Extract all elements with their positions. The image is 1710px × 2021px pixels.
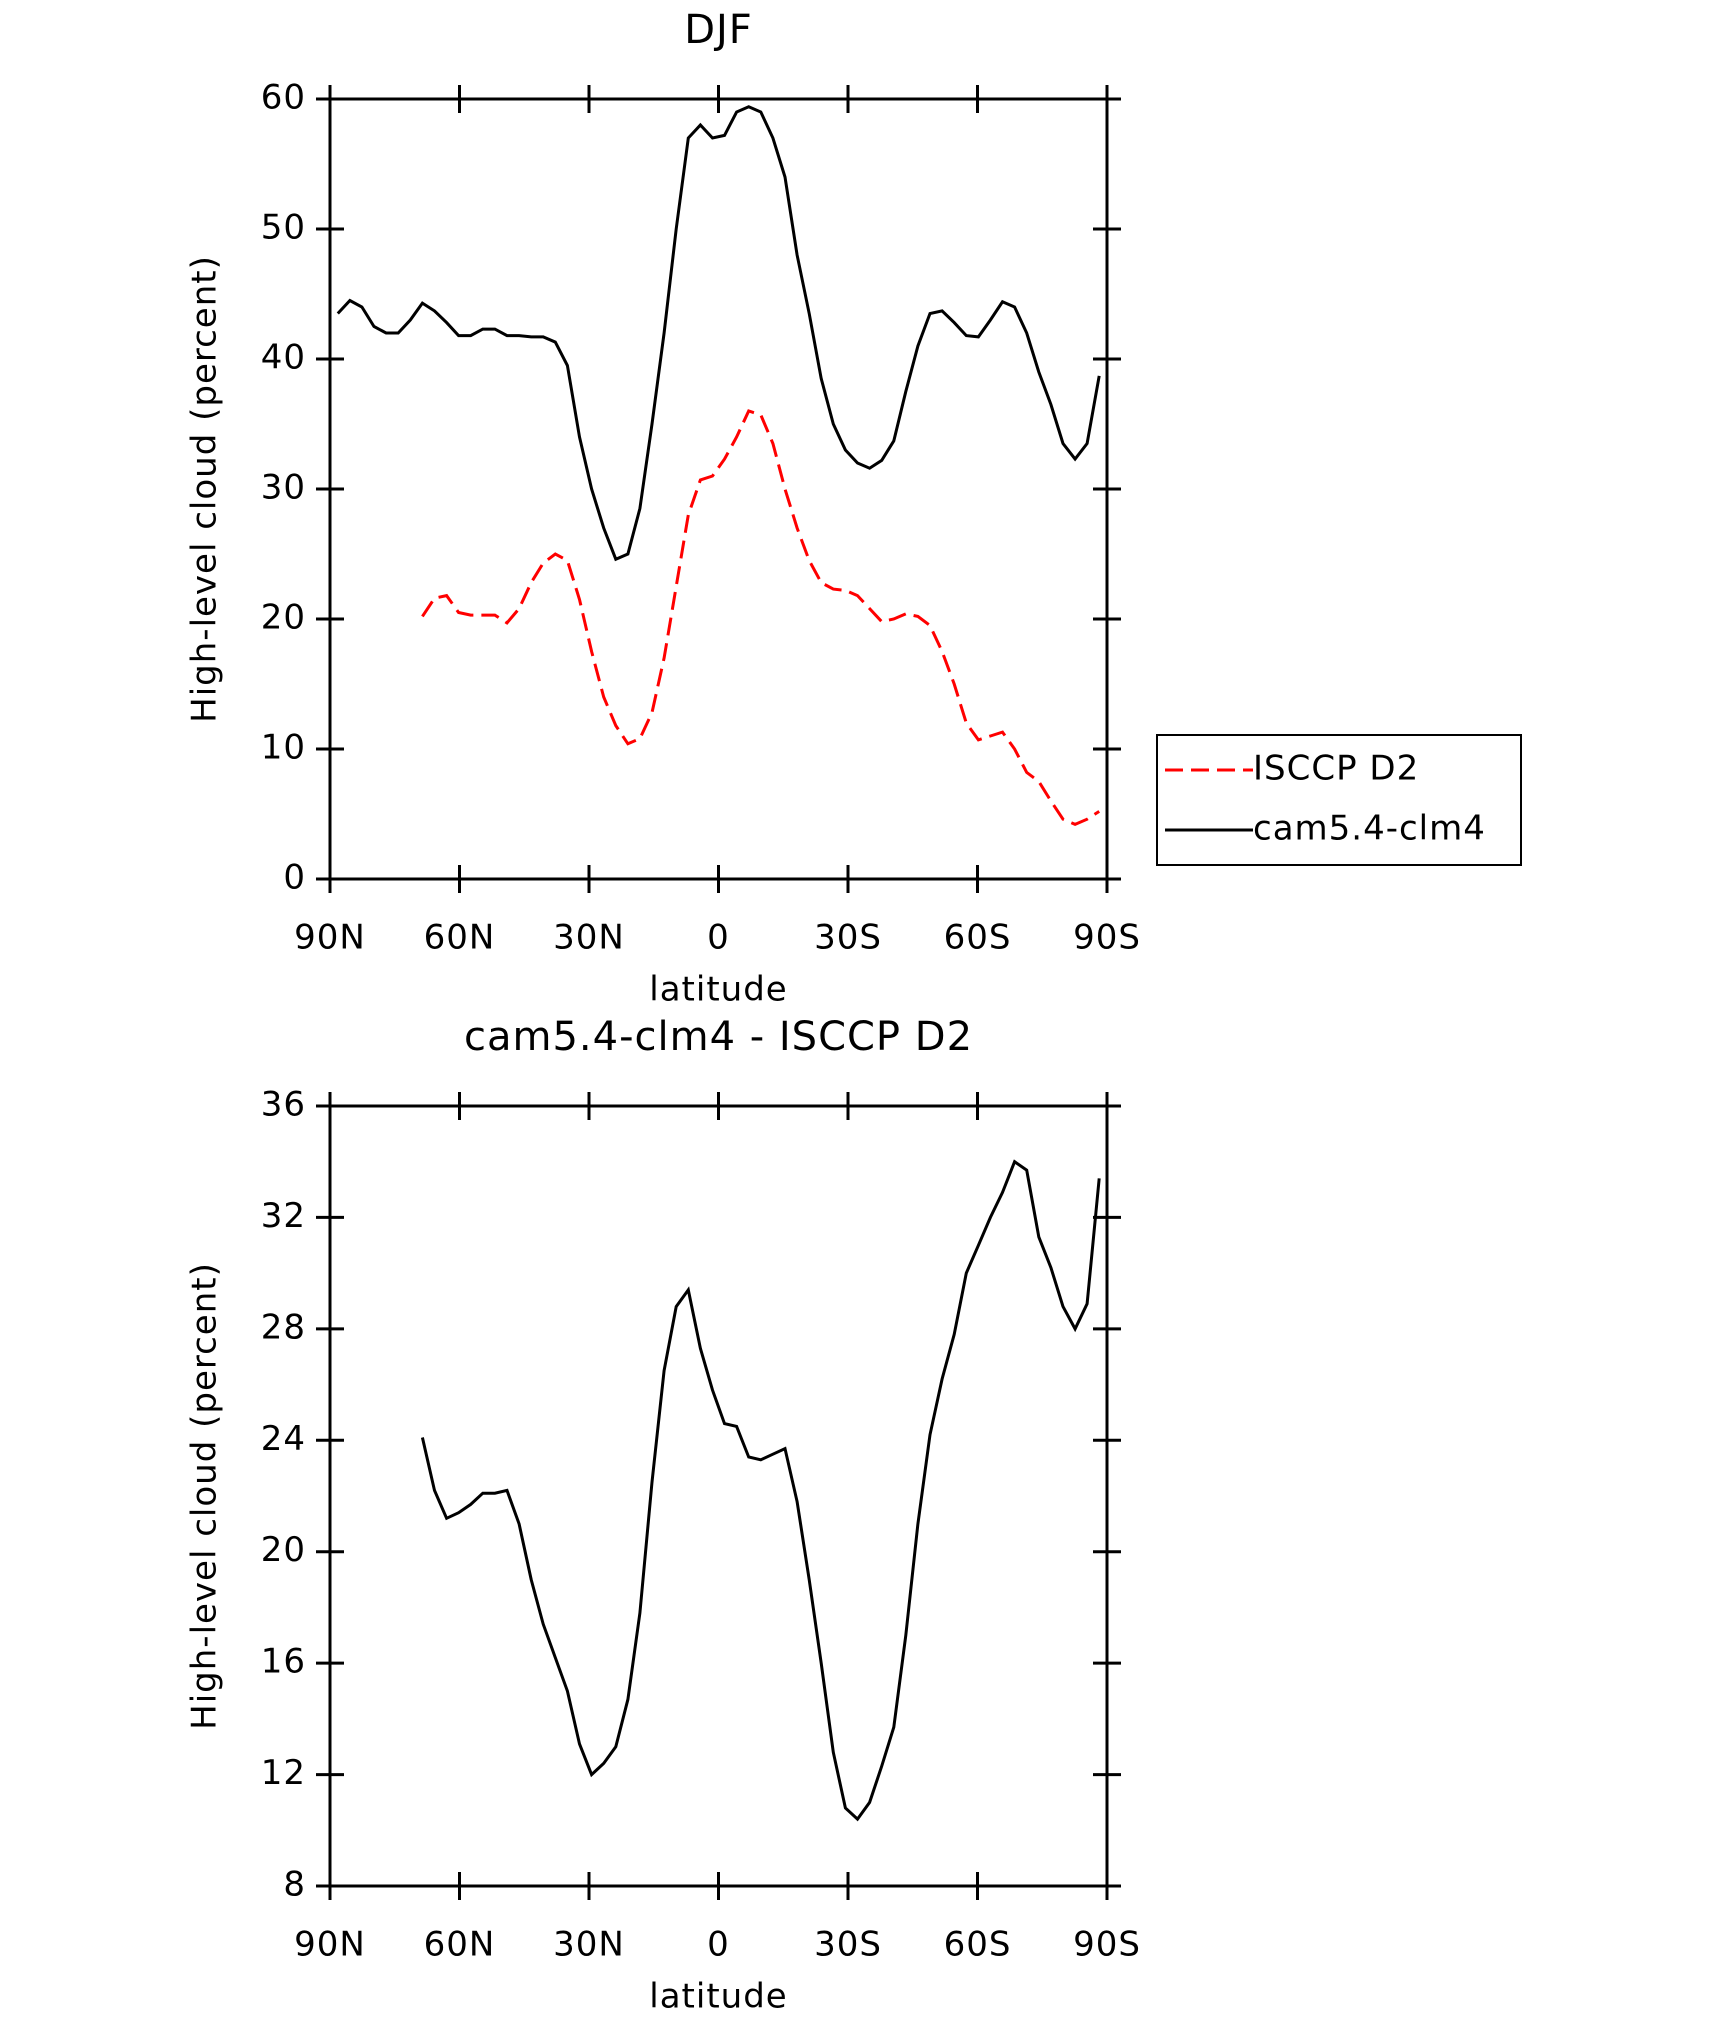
legend-box	[1156, 734, 1522, 866]
legend-label: ISCCP D2	[1253, 749, 1419, 789]
x-tick-label: 30N	[553, 1925, 625, 1965]
y-tick-label: 28	[261, 1307, 306, 1347]
x-tick-label: 90S	[1073, 1925, 1141, 1965]
plot-frame	[328, 97, 1109, 881]
x-tick-label: 60S	[944, 1925, 1012, 1965]
legend-label: cam5.4-clm4	[1253, 809, 1486, 849]
y-tick-label: 30	[261, 468, 306, 508]
x-tick-label: 0	[707, 1925, 730, 1965]
data-line	[421, 409, 1101, 827]
data-line	[420, 1159, 1101, 1822]
y-tick-label: 36	[261, 1085, 306, 1125]
x-tick-label: 60S	[944, 918, 1012, 958]
y-tick-label: 12	[261, 1753, 306, 1793]
x-axis-label: latitude	[649, 970, 787, 1010]
data-line	[336, 105, 1101, 562]
x-tick-label: 30S	[814, 918, 882, 958]
y-axis-label: High-level cloud (percent)	[185, 255, 225, 723]
x-tick-label: 90S	[1073, 918, 1141, 958]
x-tick-label: 30S	[814, 1925, 882, 1965]
x-axis-label: latitude	[649, 1977, 787, 2017]
plot-frame	[328, 1104, 1109, 1888]
y-tick-label: 20	[261, 1530, 306, 1570]
y-tick-label: 0	[283, 858, 306, 898]
x-tick-label: 90N	[294, 1925, 366, 1965]
x-tick-label: 60N	[424, 1925, 496, 1965]
y-tick-label: 24	[261, 1419, 306, 1459]
legend: ISCCP D2 cam5.4-clm4	[1156, 734, 1522, 866]
chart-title: DJF	[684, 7, 753, 53]
chart-title: cam5.4-clm4 - ISCCP D2	[464, 1014, 973, 1060]
x-tick-label: 60N	[424, 918, 496, 958]
y-tick-label: 32	[261, 1196, 306, 1236]
x-tick-label: 30N	[553, 918, 625, 958]
y-tick-label: 8	[283, 1865, 306, 1905]
y-tick-label: 50	[261, 208, 306, 248]
y-axis-label: High-level cloud (percent)	[185, 1262, 225, 1730]
y-tick-label: 60	[261, 78, 306, 118]
y-tick-label: 10	[261, 728, 306, 768]
y-tick-label: 20	[261, 598, 306, 638]
y-tick-label: 40	[261, 338, 306, 378]
x-tick-label: 90N	[294, 918, 366, 958]
x-tick-label: 0	[707, 918, 730, 958]
y-tick-label: 16	[261, 1642, 306, 1682]
